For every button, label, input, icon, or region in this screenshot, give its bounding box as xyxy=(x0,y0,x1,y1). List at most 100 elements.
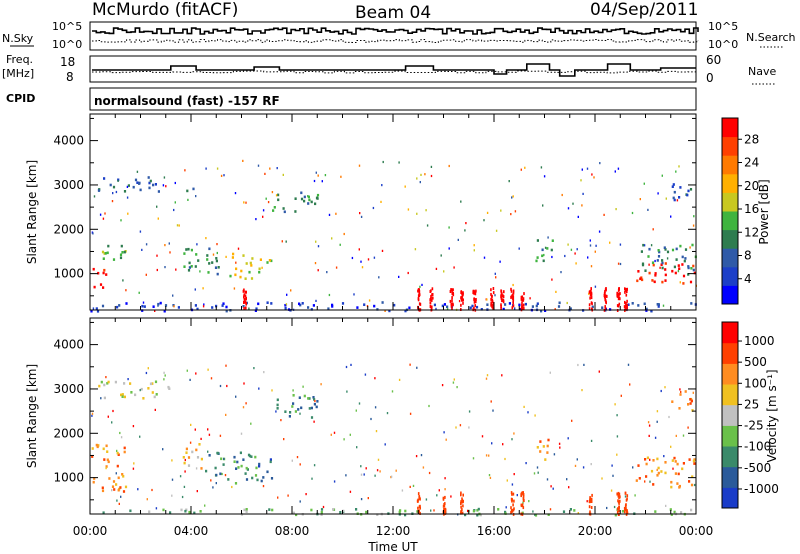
velocity-cell xyxy=(276,403,279,407)
freq-label-1: Freq. xyxy=(6,53,33,66)
velocity-cell xyxy=(260,479,263,483)
power-cell xyxy=(141,309,144,312)
power-colorbar-label: 16 xyxy=(744,202,759,216)
power-spike xyxy=(616,291,618,295)
power-cell xyxy=(504,303,507,306)
velocity-cell xyxy=(220,457,223,461)
power-scatter xyxy=(233,287,236,290)
velocity-scatter xyxy=(576,458,578,461)
power-cell xyxy=(639,277,642,281)
velocity-scatter xyxy=(250,422,252,425)
power-scatter xyxy=(416,177,418,180)
power-cell xyxy=(648,271,651,275)
velocity-cell xyxy=(674,460,677,463)
power-spike xyxy=(429,301,432,305)
velocity-scatter xyxy=(179,475,182,478)
velocity-cell xyxy=(102,511,105,514)
power-cell xyxy=(225,309,228,313)
power-scatter xyxy=(599,162,601,165)
power-cell xyxy=(270,302,273,305)
power-scatter xyxy=(175,268,177,271)
velocity-scatter xyxy=(409,485,411,488)
velocity-colorbar-frame xyxy=(721,321,739,509)
power-scatter xyxy=(544,246,547,249)
power-cell xyxy=(99,283,103,286)
power-scatter xyxy=(586,167,589,170)
velocity-cell xyxy=(108,477,111,480)
velocity-scatter xyxy=(360,473,363,476)
power-cell xyxy=(693,271,696,275)
power-cell xyxy=(248,270,251,274)
power-scatter xyxy=(276,167,278,170)
power-scatter xyxy=(164,244,166,247)
power-spike xyxy=(418,288,420,292)
power-spike xyxy=(462,298,464,302)
velocity-colorbar-swatch xyxy=(722,342,738,364)
power-cell xyxy=(684,248,688,251)
velocity-spike xyxy=(511,492,513,496)
velocity-cell xyxy=(673,510,676,514)
velocity-scatter xyxy=(528,500,530,503)
velocity-cell xyxy=(637,464,640,467)
power-spike xyxy=(603,292,606,296)
power-scatter xyxy=(679,281,681,284)
power-scatter xyxy=(315,240,317,243)
velocity-scatter xyxy=(386,412,389,415)
velocity-spike xyxy=(511,499,513,503)
time-tick-label: 12:00 xyxy=(376,524,411,538)
power-cell xyxy=(152,305,155,308)
velocity-scatter xyxy=(207,428,209,431)
power-colorbar-label: 24 xyxy=(744,156,759,170)
velocity-cell xyxy=(195,448,198,452)
velocity-scatter xyxy=(374,474,376,477)
velocity-cell xyxy=(650,469,654,473)
velocity-cell xyxy=(646,456,649,460)
power-cell xyxy=(103,177,106,180)
power-scatter xyxy=(261,266,263,269)
power-cell xyxy=(93,285,96,289)
velocity-scatter xyxy=(468,426,470,429)
power-spike xyxy=(245,306,247,310)
power-cell xyxy=(298,302,301,306)
velocity-cell xyxy=(117,453,120,456)
velocity-spike xyxy=(461,508,463,512)
velocity-scatter xyxy=(511,483,514,486)
velocity-scatter xyxy=(444,488,446,491)
power-scatter xyxy=(99,213,102,216)
nave-trace xyxy=(92,70,698,74)
velocity-cell xyxy=(310,416,314,419)
velocity-scatter xyxy=(583,363,585,366)
power-scatter xyxy=(689,246,691,249)
power-cell xyxy=(475,305,479,309)
velocity-scatter xyxy=(313,420,315,423)
power-spike xyxy=(491,300,494,303)
velocity-scatter xyxy=(195,372,197,375)
power-scatter xyxy=(156,268,158,272)
velocity-scatter xyxy=(534,414,536,417)
power-scatter xyxy=(282,173,284,176)
velocity-scatter xyxy=(111,489,113,492)
velocity-spike xyxy=(522,493,525,496)
velocity-cell xyxy=(547,513,550,516)
velocity-scatter xyxy=(663,455,665,458)
power-cell xyxy=(90,309,93,313)
power-scatter xyxy=(378,276,380,279)
power-cell xyxy=(300,191,303,195)
velocity-scatter xyxy=(620,394,622,397)
power-cell xyxy=(157,190,160,193)
velocity-colorbar-label: 100 xyxy=(744,376,767,390)
power-scatter xyxy=(255,218,257,221)
freq-label-2: [MHz] xyxy=(2,67,34,80)
power-spike xyxy=(512,300,514,304)
velocity-scatter xyxy=(581,389,583,392)
power-scatter xyxy=(457,238,459,241)
velocity-cell xyxy=(270,477,274,480)
power-scatter xyxy=(285,240,287,243)
velocity-cell xyxy=(679,393,682,396)
velocity-scatter xyxy=(207,450,209,453)
velocity-cell xyxy=(693,462,696,465)
power-scatter xyxy=(202,305,205,308)
velocity-cell xyxy=(117,488,120,492)
nsearch-label: N.Search xyxy=(746,31,796,44)
velocity-cell xyxy=(106,382,109,385)
